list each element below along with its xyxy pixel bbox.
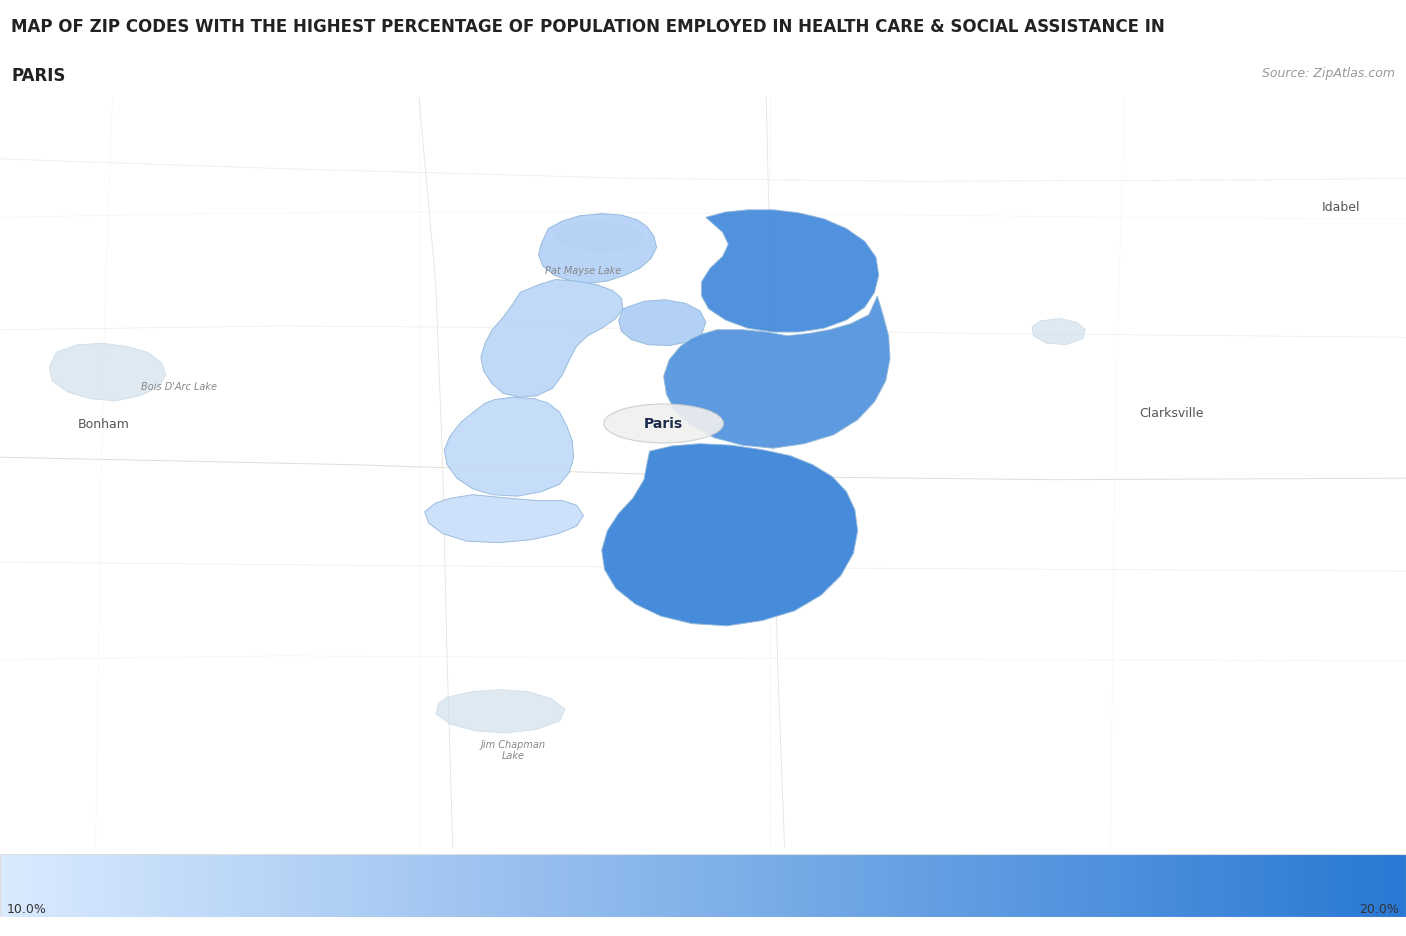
Text: Source: ZipAtlas.com: Source: ZipAtlas.com	[1261, 66, 1395, 80]
Polygon shape	[619, 300, 706, 346]
Polygon shape	[444, 398, 574, 497]
Text: Paris: Paris	[644, 417, 683, 431]
Polygon shape	[702, 211, 879, 332]
Text: Idabel: Idabel	[1322, 200, 1360, 213]
Text: Bois D'Arc Lake: Bois D'Arc Lake	[141, 382, 217, 391]
Text: Jim Chapman
Lake: Jim Chapman Lake	[481, 739, 546, 761]
Text: Clarksville: Clarksville	[1139, 406, 1204, 419]
Polygon shape	[602, 445, 858, 626]
Text: PARIS: PARIS	[11, 66, 66, 85]
Polygon shape	[481, 280, 623, 398]
Polygon shape	[436, 690, 565, 733]
Text: 10.0%: 10.0%	[7, 901, 46, 914]
Polygon shape	[538, 214, 657, 284]
Ellipse shape	[605, 404, 723, 444]
Text: 20.0%: 20.0%	[1360, 901, 1399, 914]
Text: Pat Mayse Lake: Pat Mayse Lake	[546, 266, 621, 275]
Polygon shape	[554, 222, 644, 253]
Text: MAP OF ZIP CODES WITH THE HIGHEST PERCENTAGE OF POPULATION EMPLOYED IN HEALTH CA: MAP OF ZIP CODES WITH THE HIGHEST PERCEN…	[11, 18, 1166, 36]
Polygon shape	[664, 297, 890, 448]
Polygon shape	[425, 495, 583, 543]
Polygon shape	[49, 344, 166, 402]
Polygon shape	[1032, 319, 1085, 345]
Text: Bonham: Bonham	[77, 417, 129, 431]
